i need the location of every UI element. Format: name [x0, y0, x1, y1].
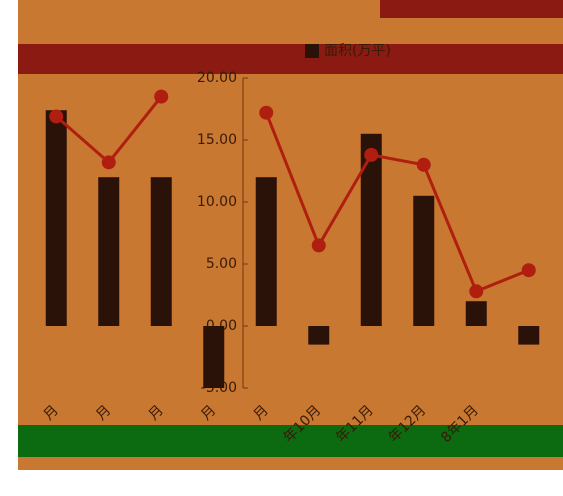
bar: [255, 177, 277, 326]
bar: [360, 133, 382, 326]
legend-label: 面积(万平): [324, 43, 391, 59]
bar: [45, 110, 67, 327]
bar: [413, 195, 435, 326]
footer-band: [18, 425, 563, 457]
legend-swatch: [305, 44, 319, 58]
line-marker: [154, 89, 169, 104]
header-band-top: [380, 0, 563, 18]
header-band: [18, 44, 563, 74]
bar: [465, 301, 487, 326]
y-tick-label: 10.00: [197, 194, 237, 210]
y-tick-label: 5.00: [206, 256, 237, 272]
bar: [98, 177, 120, 326]
bar: [518, 326, 540, 345]
line-marker: [101, 155, 116, 170]
y-tick-label: 15.00: [197, 132, 237, 148]
bar: [150, 177, 172, 326]
line-marker: [469, 284, 484, 299]
bar: [203, 326, 225, 388]
y-tick-label: 20.00: [197, 70, 237, 86]
line-marker: [259, 105, 274, 120]
line-marker: [311, 238, 326, 253]
bar: [308, 326, 330, 345]
line-marker: [521, 263, 536, 278]
line-marker: [364, 147, 379, 162]
line-marker: [49, 109, 64, 124]
line-marker: [416, 157, 431, 172]
line: [264, 112, 530, 294]
